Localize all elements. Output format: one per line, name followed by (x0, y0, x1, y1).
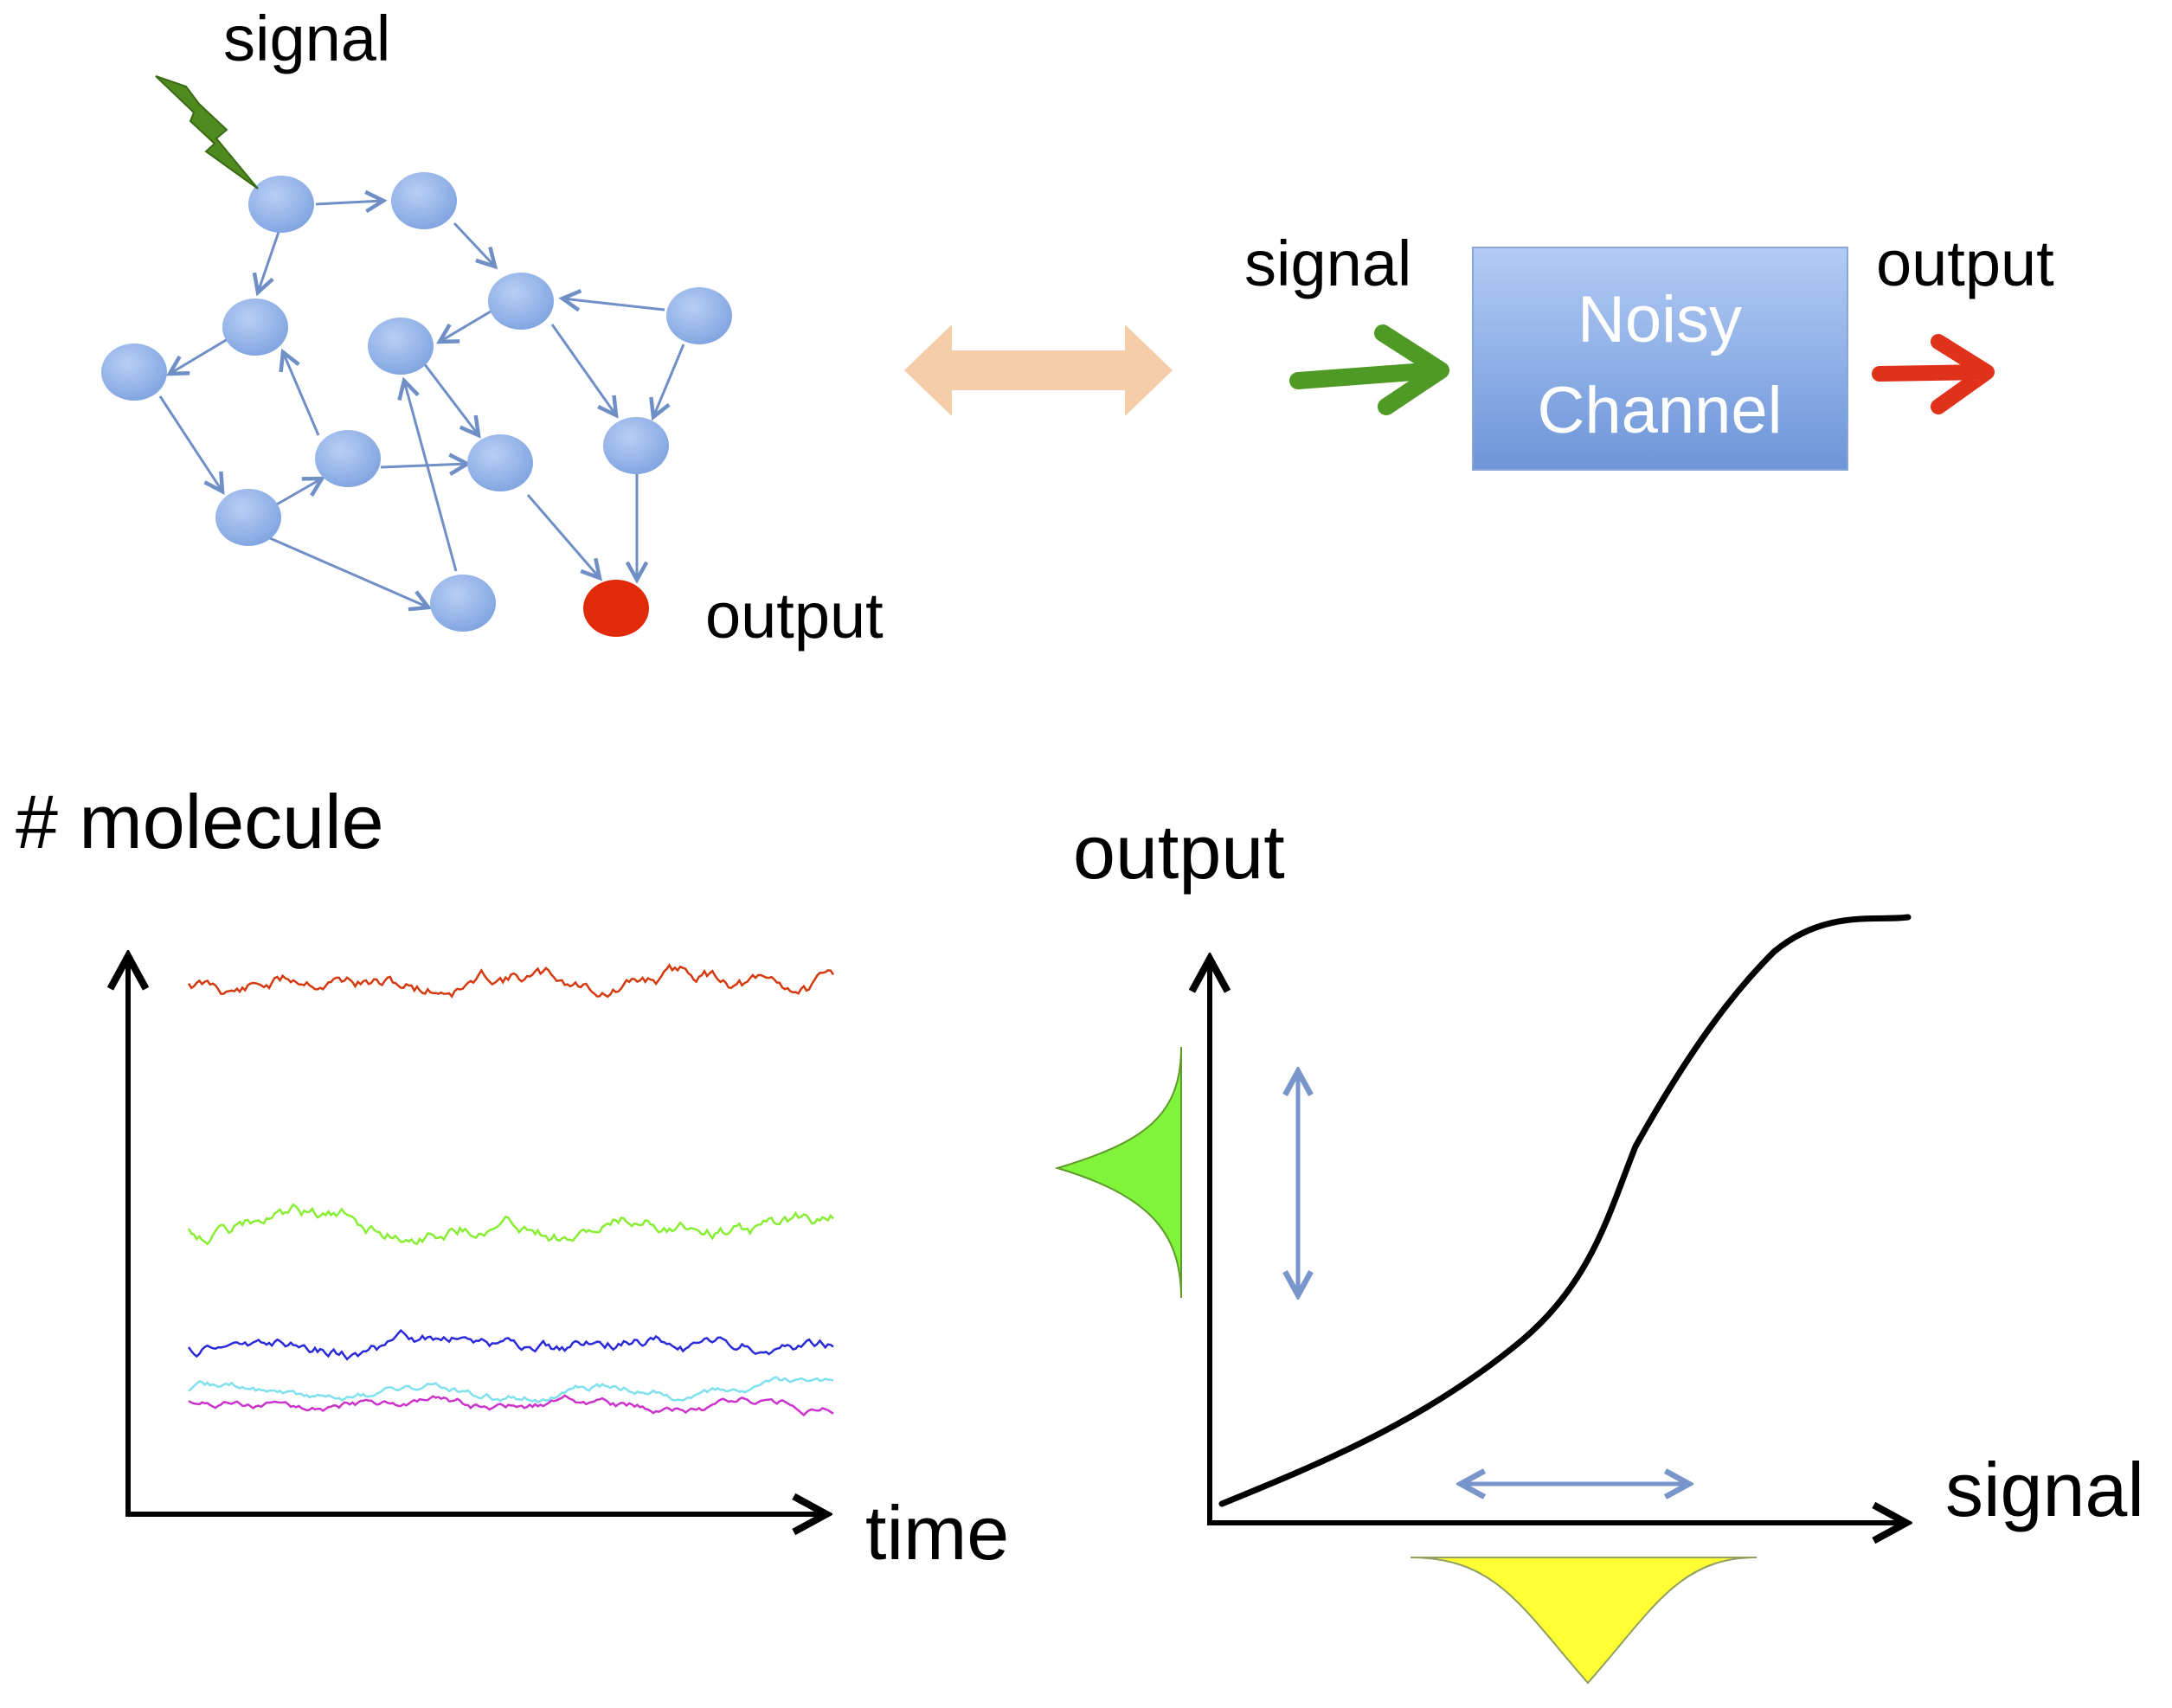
output-arrow-icon (1872, 334, 1995, 414)
network-edge (158, 395, 222, 491)
output-distribution (1054, 1046, 1182, 1299)
signal-bolt-icon (155, 75, 259, 189)
signaling-network: signal output (101, 3, 884, 652)
network-node (215, 489, 281, 546)
network-signal-label: signal (223, 3, 390, 74)
network-node (430, 575, 496, 632)
network-edge (274, 478, 322, 507)
network-node (666, 287, 732, 344)
network-edge (422, 363, 479, 435)
noisy-channel-diagram: signal output Noisy Channel (1244, 228, 2054, 471)
network-edge (526, 494, 600, 578)
network-node (368, 318, 434, 375)
network-node (603, 417, 669, 474)
network-node (315, 430, 381, 487)
timeseries-y-label: # molecule (16, 779, 384, 864)
network-edge (653, 344, 685, 417)
network-node (248, 176, 314, 233)
timeseries-trace (187, 963, 835, 998)
timeseries-plot: # molecule time (16, 779, 1009, 1576)
network-node (488, 273, 554, 330)
network-output-label: output (705, 580, 884, 652)
timeseries-trace (187, 1203, 834, 1246)
network-edge (283, 352, 320, 436)
network-edge (550, 324, 616, 415)
network-edge (380, 464, 467, 467)
network-edge (269, 536, 428, 607)
response-plot: output signal (1054, 809, 2144, 1685)
network-nodes (101, 172, 732, 632)
timeseries-traces (187, 963, 835, 1417)
network-node (391, 172, 457, 229)
network-node (222, 299, 288, 356)
network-edge (440, 307, 496, 342)
network-edges (158, 201, 685, 607)
signal-distribution (1410, 1557, 1758, 1685)
channel-box-line1: Noisy (1578, 283, 1742, 356)
network-edge (453, 222, 495, 266)
timeseries-trace (187, 1328, 834, 1361)
timeseries-trace (188, 1376, 834, 1403)
channel-input-label: signal (1244, 228, 1411, 299)
timeseries-trace (188, 1394, 834, 1417)
network-edge (562, 299, 665, 310)
double-arrow-icon (904, 324, 1173, 416)
noisy-channel-box (1472, 247, 1848, 471)
output-node (583, 580, 649, 637)
response-y-label: output (1073, 809, 1285, 895)
response-curve (1218, 914, 1912, 1507)
timeseries-x-label: time (865, 1490, 1009, 1576)
network-node (101, 344, 167, 401)
network-node (467, 434, 533, 491)
response-x-label: signal (1945, 1447, 2144, 1532)
network-edge (170, 337, 228, 374)
channel-box-line2: Channel (1537, 374, 1782, 447)
channel-output-label: output (1876, 228, 2054, 299)
input-arrow-icon (1289, 324, 1449, 415)
network-edge (258, 231, 280, 292)
network-edge (404, 381, 458, 572)
network-edge (315, 201, 383, 204)
